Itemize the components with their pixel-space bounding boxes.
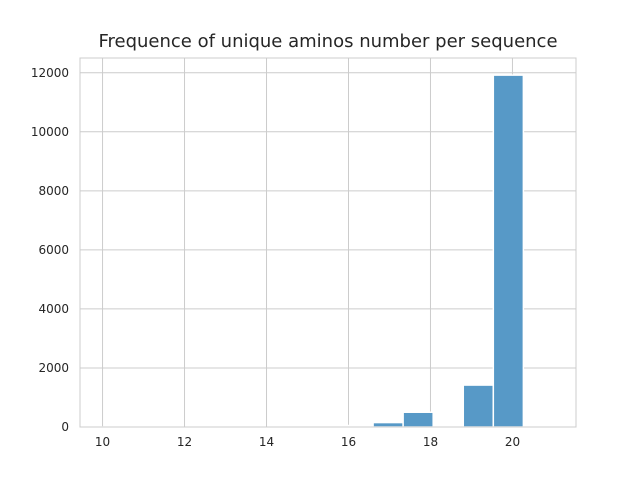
histogram-bar xyxy=(462,384,495,428)
chart-title: Frequence of unique aminos number per se… xyxy=(98,31,558,52)
histogram-bar xyxy=(492,74,525,428)
y-tick-label: 2000 xyxy=(38,361,69,375)
y-tick-label: 8000 xyxy=(38,184,69,198)
y-tick-label: 12000 xyxy=(31,66,69,80)
x-tick-label: 10 xyxy=(95,435,110,449)
x-tick-label: 20 xyxy=(505,435,520,449)
y-tick-label: 6000 xyxy=(38,243,69,257)
y-tick-label: 10000 xyxy=(31,125,69,139)
x-tick-label: 12 xyxy=(177,435,192,449)
histogram-bar xyxy=(402,411,434,428)
x-tick-label: 14 xyxy=(259,435,274,449)
histogram-bar xyxy=(372,421,404,428)
x-tick-label: 18 xyxy=(423,435,438,449)
histogram-bars xyxy=(101,74,525,428)
x-axis-ticks: 10 12 14 16 18 20 xyxy=(95,435,520,449)
y-axis-ticks: 0 2000 4000 6000 8000 10000 12000 xyxy=(31,66,69,434)
x-tick-label: 16 xyxy=(341,435,356,449)
y-tick-label: 0 xyxy=(61,420,69,434)
plot-frame xyxy=(79,57,577,428)
y-tick-label: 4000 xyxy=(38,302,69,316)
